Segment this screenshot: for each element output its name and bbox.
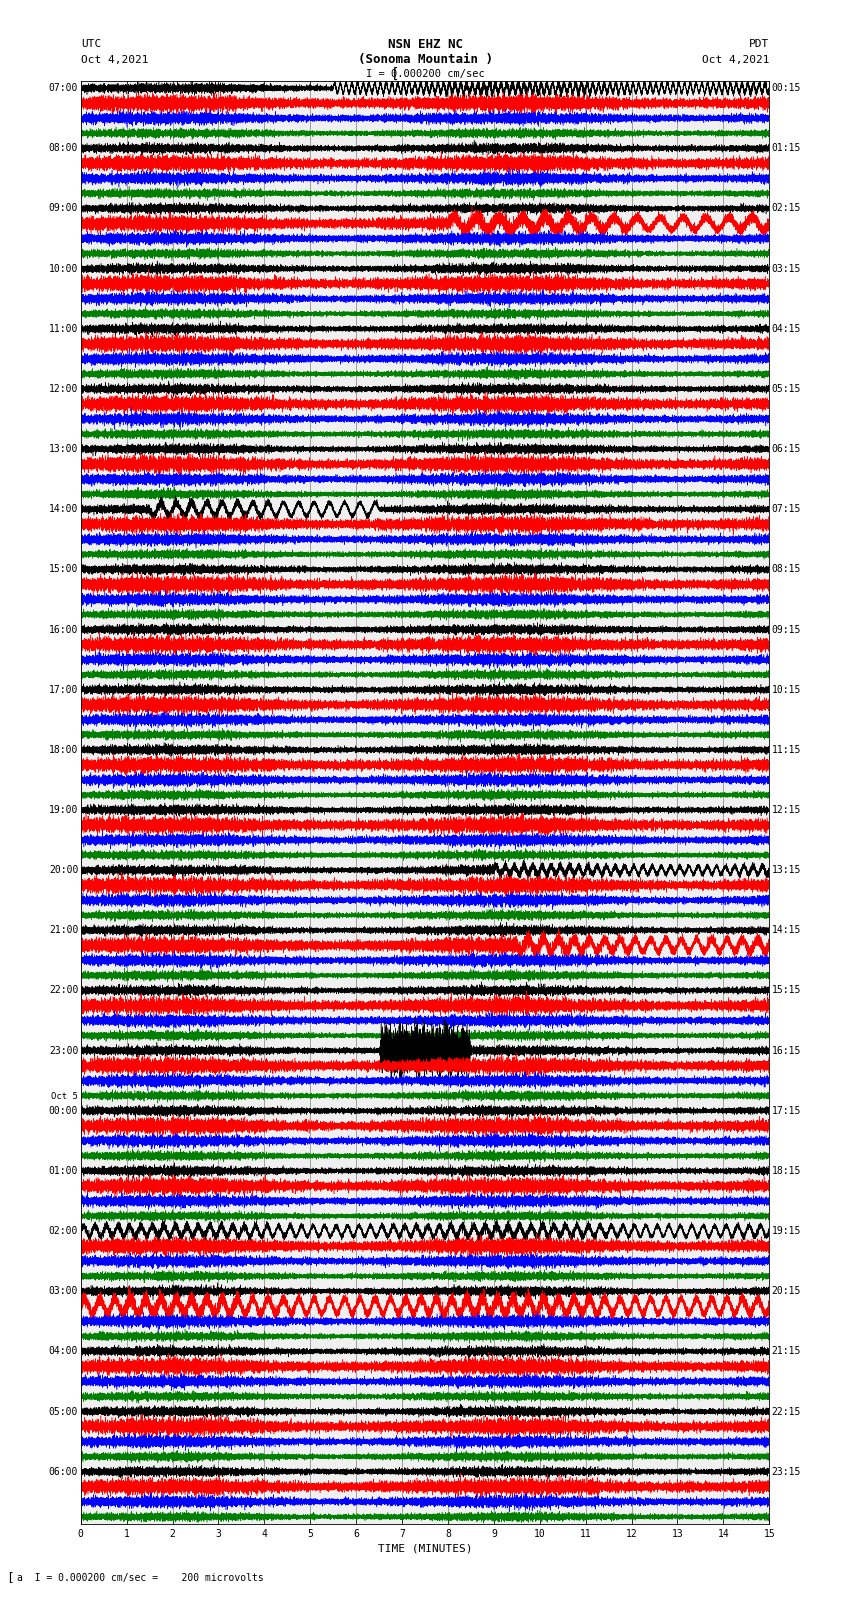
Text: 18:00: 18:00 [48,745,78,755]
Text: 10:15: 10:15 [772,684,802,695]
Text: 06:00: 06:00 [48,1466,78,1476]
Text: 15:15: 15:15 [772,986,802,995]
Text: 09:15: 09:15 [772,624,802,634]
Text: 06:15: 06:15 [772,444,802,455]
Text: 17:15: 17:15 [772,1107,802,1116]
Text: 00:15: 00:15 [772,84,802,94]
Text: I = 0.000200 cm/sec: I = 0.000200 cm/sec [366,69,484,79]
Text: 13:00: 13:00 [48,444,78,455]
Text: Oct 4,2021: Oct 4,2021 [81,55,148,65]
Text: NSN EHZ NC: NSN EHZ NC [388,37,462,52]
Text: 07:15: 07:15 [772,505,802,515]
Text: 11:15: 11:15 [772,745,802,755]
Text: [: [ [391,68,399,81]
Text: 09:00: 09:00 [48,203,78,213]
Text: a  I = 0.000200 cm/sec =    200 microvolts: a I = 0.000200 cm/sec = 200 microvolts [17,1573,264,1582]
Text: 01:00: 01:00 [48,1166,78,1176]
Text: PDT: PDT [749,39,769,50]
Text: 14:00: 14:00 [48,505,78,515]
Text: 19:15: 19:15 [772,1226,802,1236]
Text: 12:15: 12:15 [772,805,802,815]
Text: 03:00: 03:00 [48,1286,78,1297]
Text: 23:15: 23:15 [772,1466,802,1476]
Text: 20:15: 20:15 [772,1286,802,1297]
Text: 08:00: 08:00 [48,144,78,153]
Text: 14:15: 14:15 [772,926,802,936]
Text: 04:00: 04:00 [48,1347,78,1357]
Text: 13:15: 13:15 [772,865,802,876]
Text: 19:00: 19:00 [48,805,78,815]
Text: 03:15: 03:15 [772,263,802,274]
Text: 08:15: 08:15 [772,565,802,574]
Text: 02:15: 02:15 [772,203,802,213]
Text: [: [ [7,1571,14,1584]
Text: UTC: UTC [81,39,101,50]
Text: 00:00: 00:00 [48,1107,78,1116]
Text: 05:15: 05:15 [772,384,802,394]
Text: 18:15: 18:15 [772,1166,802,1176]
Text: 10:00: 10:00 [48,263,78,274]
Text: 20:00: 20:00 [48,865,78,876]
Text: (Sonoma Mountain ): (Sonoma Mountain ) [358,53,492,66]
Text: 16:00: 16:00 [48,624,78,634]
Text: Oct 4,2021: Oct 4,2021 [702,55,769,65]
Text: 12:00: 12:00 [48,384,78,394]
Text: 17:00: 17:00 [48,684,78,695]
Text: 01:15: 01:15 [772,144,802,153]
Text: 02:00: 02:00 [48,1226,78,1236]
Text: 23:00: 23:00 [48,1045,78,1055]
Text: 21:15: 21:15 [772,1347,802,1357]
Text: 05:00: 05:00 [48,1407,78,1416]
X-axis label: TIME (MINUTES): TIME (MINUTES) [377,1544,473,1553]
Text: 07:00: 07:00 [48,84,78,94]
Text: 15:00: 15:00 [48,565,78,574]
Text: 22:00: 22:00 [48,986,78,995]
Text: 21:00: 21:00 [48,926,78,936]
Text: Oct 5: Oct 5 [51,1092,78,1100]
Text: 16:15: 16:15 [772,1045,802,1055]
Text: 04:15: 04:15 [772,324,802,334]
Text: 11:00: 11:00 [48,324,78,334]
Text: 22:15: 22:15 [772,1407,802,1416]
